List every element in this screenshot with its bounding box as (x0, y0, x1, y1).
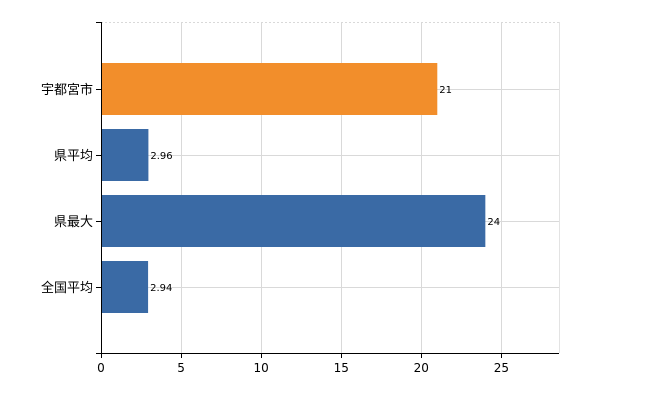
data-label: 2.94 (150, 283, 172, 294)
bar[interactable] (102, 63, 438, 115)
x-tick-label: 5 (177, 361, 185, 375)
x-tick-label: 25 (494, 361, 509, 375)
label-layer: 0 5 10 15 20 25 21 宇都宮市 2.96 県平均 24 県最大 2.94 全国平均 (41, 82, 509, 375)
category-label: 全国平均 (41, 280, 93, 296)
x-tick-label: 0 (97, 361, 105, 375)
data-label: 24 (487, 217, 500, 228)
category-label: 県平均 (54, 149, 93, 164)
bar-layer (102, 63, 486, 313)
bar[interactable] (102, 261, 149, 313)
category-label: 県最大 (54, 215, 93, 230)
x-tick-label: 20 (414, 361, 429, 375)
category-label: 宇都宮市 (41, 82, 93, 98)
data-label: 21 (439, 85, 452, 96)
bar[interactable] (102, 195, 486, 247)
data-label: 2.96 (150, 151, 172, 162)
x-tick-label: 10 (253, 361, 268, 375)
axis-layer (96, 22, 559, 358)
x-tick-label: 15 (334, 361, 349, 375)
bar[interactable] (102, 129, 149, 181)
